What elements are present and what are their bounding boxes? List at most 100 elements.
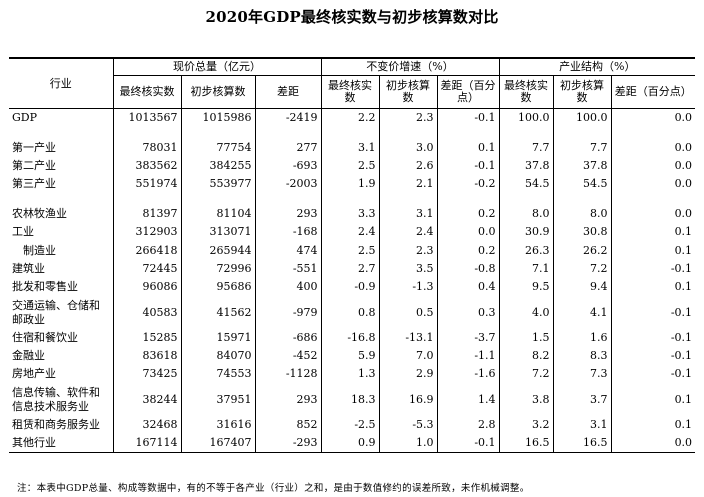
row-label: 第三产业: [12, 177, 56, 191]
table-cell: -2003: [254, 175, 322, 194]
table-cell: 38244: [112, 383, 181, 416]
table-cell: 2.4: [378, 222, 438, 242]
table-cell: 2.8: [436, 415, 500, 435]
table-cell: 0.1: [436, 138, 500, 157]
spacer-row: [9, 193, 696, 205]
header-final: 最终核实数: [112, 75, 181, 109]
table-cell: 41562: [180, 296, 255, 329]
table-cell: 0.3: [436, 296, 500, 329]
row-label: 建筑业: [12, 261, 45, 275]
table-cell: 0.1: [610, 415, 696, 435]
table-cell: 3.1: [320, 138, 380, 157]
table-cell: -0.1: [610, 365, 696, 384]
table-cell: 9.5: [498, 278, 554, 297]
table-cell: -2419: [254, 108, 322, 128]
table-cell: -0.2: [436, 175, 500, 194]
table-cell: 0.9: [320, 434, 380, 454]
table-cell: -0.1: [436, 156, 500, 176]
table-cell: -1128: [254, 365, 322, 384]
row-label: 批发和零售业: [12, 280, 78, 294]
table-cell: 2.4: [320, 222, 380, 242]
table-cell: 0.0: [610, 156, 696, 176]
table-cell: 30.9: [498, 222, 554, 242]
table-cell: 100.0: [498, 108, 554, 128]
table-cell: 1.6: [552, 328, 612, 347]
table-cell: 81104: [180, 204, 255, 223]
header-final: 最终核实数: [498, 75, 554, 109]
table-cell: 30.8: [552, 222, 612, 242]
table-row: 房地产业 73425 74553 -1128 1.3 2.9 -1.6 7.2 7.3 -0.1: [9, 365, 696, 384]
table-cell: -0.9: [320, 278, 380, 297]
table-cell: 553977: [180, 175, 255, 194]
table-cell: 7.0: [378, 346, 438, 366]
table-cell: -686: [254, 328, 322, 347]
table-cell: 266418: [112, 241, 181, 260]
row-label: 住宿和餐饮业: [12, 330, 78, 344]
row-label: 其他行业: [9, 434, 113, 454]
table-cell: -3.7: [436, 328, 500, 347]
table-cell: 37951: [180, 383, 255, 416]
table-cell: 0.1: [610, 278, 696, 297]
header-prelim: 初步核算数: [378, 75, 438, 109]
row-label: 交通运输、仓储和邮政业: [12, 298, 100, 326]
table-cell: 4.1: [552, 296, 612, 329]
table-cell: 0.1: [610, 383, 696, 416]
table-cell: 16.5: [498, 434, 554, 454]
table-row: 第三产业 551974 553977 -2003 1.9 2.1 -0.2 54.5 54.5 0…: [9, 175, 696, 194]
footnote: 注：本表中GDP总量、构成等数据中，有的不等于各产业（行业）之和，是由于数值修约…: [17, 483, 530, 494]
table-cell: 2.5: [320, 156, 380, 176]
table-cell: 81397: [112, 204, 181, 223]
table-cell: 293: [254, 383, 322, 416]
table-cell: 3.1: [552, 415, 612, 435]
table-row: GDP 1013567 1015986 -2419 2.2 2.3 -0.1 100.0 100…: [9, 108, 696, 128]
row-label: 制造业: [23, 243, 56, 257]
table-row: 租赁和商务服务业 32468 31616 852 -2.5 -5.3 2.8 3.2 3.1 0.…: [9, 415, 696, 435]
table-cell: -1.6: [436, 365, 500, 384]
table-cell: 0.0: [610, 108, 696, 128]
table-cell: -2.5: [320, 415, 380, 435]
table-cell: 3.5: [378, 259, 438, 279]
table-cell: 1013567: [112, 108, 181, 128]
table-row: 交通运输、仓储和邮政业 40583 41562 -979 0.8 0.5 0.3 4.0 4.1…: [9, 296, 696, 329]
table-cell: 383562: [112, 156, 181, 176]
table-cell: 0.0: [436, 222, 500, 242]
table-cell: 37.8: [552, 156, 612, 176]
table-cell: 3.7: [552, 383, 612, 416]
table-cell: -1.1: [436, 346, 500, 366]
table-cell: 40583: [112, 296, 181, 329]
table-cell: -0.8: [436, 259, 500, 279]
header-current-price: 现价总量（亿元）: [112, 58, 322, 76]
header-gap-pct: 差距（百分点）: [610, 75, 696, 109]
table-cell: 0.0: [610, 138, 696, 157]
page-title: 2020年GDP最终核实数与初步核算数对比: [205, 8, 499, 26]
table-cell: 7.7: [552, 138, 612, 157]
table-cell: 95686: [180, 278, 255, 297]
table-cell: -0.1: [436, 434, 500, 454]
table-cell: 78031: [112, 138, 181, 157]
table-cell: 2.7: [320, 259, 380, 279]
table-cell: 551974: [112, 175, 181, 194]
table-cell: 2.2: [320, 108, 380, 128]
table-row: 金融业 83618 84070 -452 5.9 7.0 -1.1 8.2 8.3 -0.1: [9, 346, 696, 366]
table-cell: 83618: [112, 346, 181, 366]
table-cell: -0.1: [610, 296, 696, 329]
table-cell: -0.1: [610, 346, 696, 366]
row-label: 工业: [12, 225, 34, 239]
table-cell: 1.4: [436, 383, 500, 416]
table-cell: -16.8: [320, 328, 380, 347]
table-row: 工业 312903 313071 -168 2.4 2.4 0.0 30.9 30.8 0.1: [9, 222, 696, 242]
table-cell: 54.5: [552, 175, 612, 194]
table-row: 批发和零售业 96086 95686 400 -0.9 -1.3 0.4 9.5 9.4 0.1: [9, 278, 696, 297]
table-cell: 7.2: [552, 259, 612, 279]
table-cell: 0.2: [436, 204, 500, 223]
row-label: 租赁和商务服务业: [12, 417, 100, 431]
table-cell: 16.5: [552, 434, 612, 454]
table-cell: 84070: [180, 346, 255, 366]
table-row: 信息传输、软件和信息技术服务业 38244 37951 293 18.3 16.9 1.4 3…: [9, 383, 696, 416]
table-cell: 54.5: [498, 175, 554, 194]
table-cell: 2.3: [378, 108, 438, 128]
table-cell: 400: [254, 278, 322, 297]
row-label: 金融业: [12, 349, 45, 363]
header-final: 最终核实数: [320, 75, 380, 109]
table-row: 第二产业 383562 384255 -693 2.5 2.6 -0.1 37.8 37.8 0.…: [9, 156, 696, 176]
